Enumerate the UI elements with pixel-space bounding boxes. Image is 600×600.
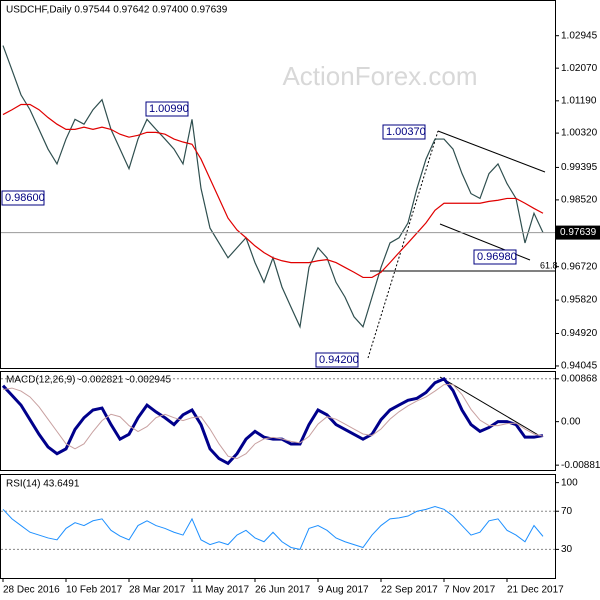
y-tick-label: 0.94045 [561,361,598,372]
x-tick-label: 21 Dec 2017 [507,585,564,596]
series-line [2,103,544,279]
x-tick-label: 10 Feb 2017 [66,585,123,596]
rsi-frame [0,474,556,579]
x-tick-label: 9 Aug 2017 [318,585,369,596]
x-tick-label: 28 Dec 2016 [3,585,60,596]
series-line [2,384,544,460]
macd-frame [0,371,556,471]
y-tick-label: 1.02945 [561,30,598,41]
trend-line [367,130,439,359]
watermark: ActionForex.com [282,61,477,91]
annotation: 0.98600 [5,192,45,204]
y-tick-label: 1.01190 [561,95,597,106]
annotation-box [473,249,517,265]
y-tick-label: 70 [561,506,573,517]
y-tick-label: 100 [561,477,578,488]
series-line [2,505,544,550]
y-tick-label: 0.96720 [561,261,598,272]
annotation-box [315,352,359,368]
annotation: 0.96980 [477,251,517,263]
annotation-box [382,124,426,140]
x-tick-label: 11 May 2017 [192,585,250,596]
y-tick-label: -0.008818 [561,460,600,471]
x-tick-label: 22 Sep 2017 [381,585,438,596]
y-tick-label: 0.95820 [561,295,598,306]
rsi-title: RSI(14) 43.6491 [6,479,80,490]
x-tick-label: 28 Mar 2017 [129,585,186,596]
annotation-box [145,101,189,117]
x-tick-label: 7 Nov 2017 [444,585,496,596]
y-tick-label: 1.02070 [561,63,598,74]
y-tick-label: 1.00320 [561,128,598,139]
y-tick-label: 0.99395 [561,162,598,173]
series-line [1,377,544,466]
annotation: 1.00370 [386,126,426,138]
price-frame [0,0,556,369]
y-tick-label: 0.98520 [561,195,598,206]
y-tick-label: 0.94920 [561,328,598,339]
annotation: 1.00990 [149,103,189,115]
y-tick-label: 0.00 [561,416,581,427]
y-tick-label: 0.00868 [561,373,598,384]
trend-line [437,130,546,173]
macd-title: MACD(12,26,9) -0.002821 -0.002945 [6,375,172,386]
annotation-box [1,190,45,206]
annotation: 61.8 [540,260,558,270]
last-price-box [556,225,600,240]
last-price-label: 0.97639 [560,227,597,238]
y-tick-label: 30 [561,544,573,555]
price-title: USDCHF,Daily 0.97544 0.97642 0.97400 0.9… [6,5,228,16]
macd-trend-line [439,376,541,437]
x-tick-label: 26 Jun 2017 [255,585,310,596]
annotation: 0.94200 [319,354,359,366]
